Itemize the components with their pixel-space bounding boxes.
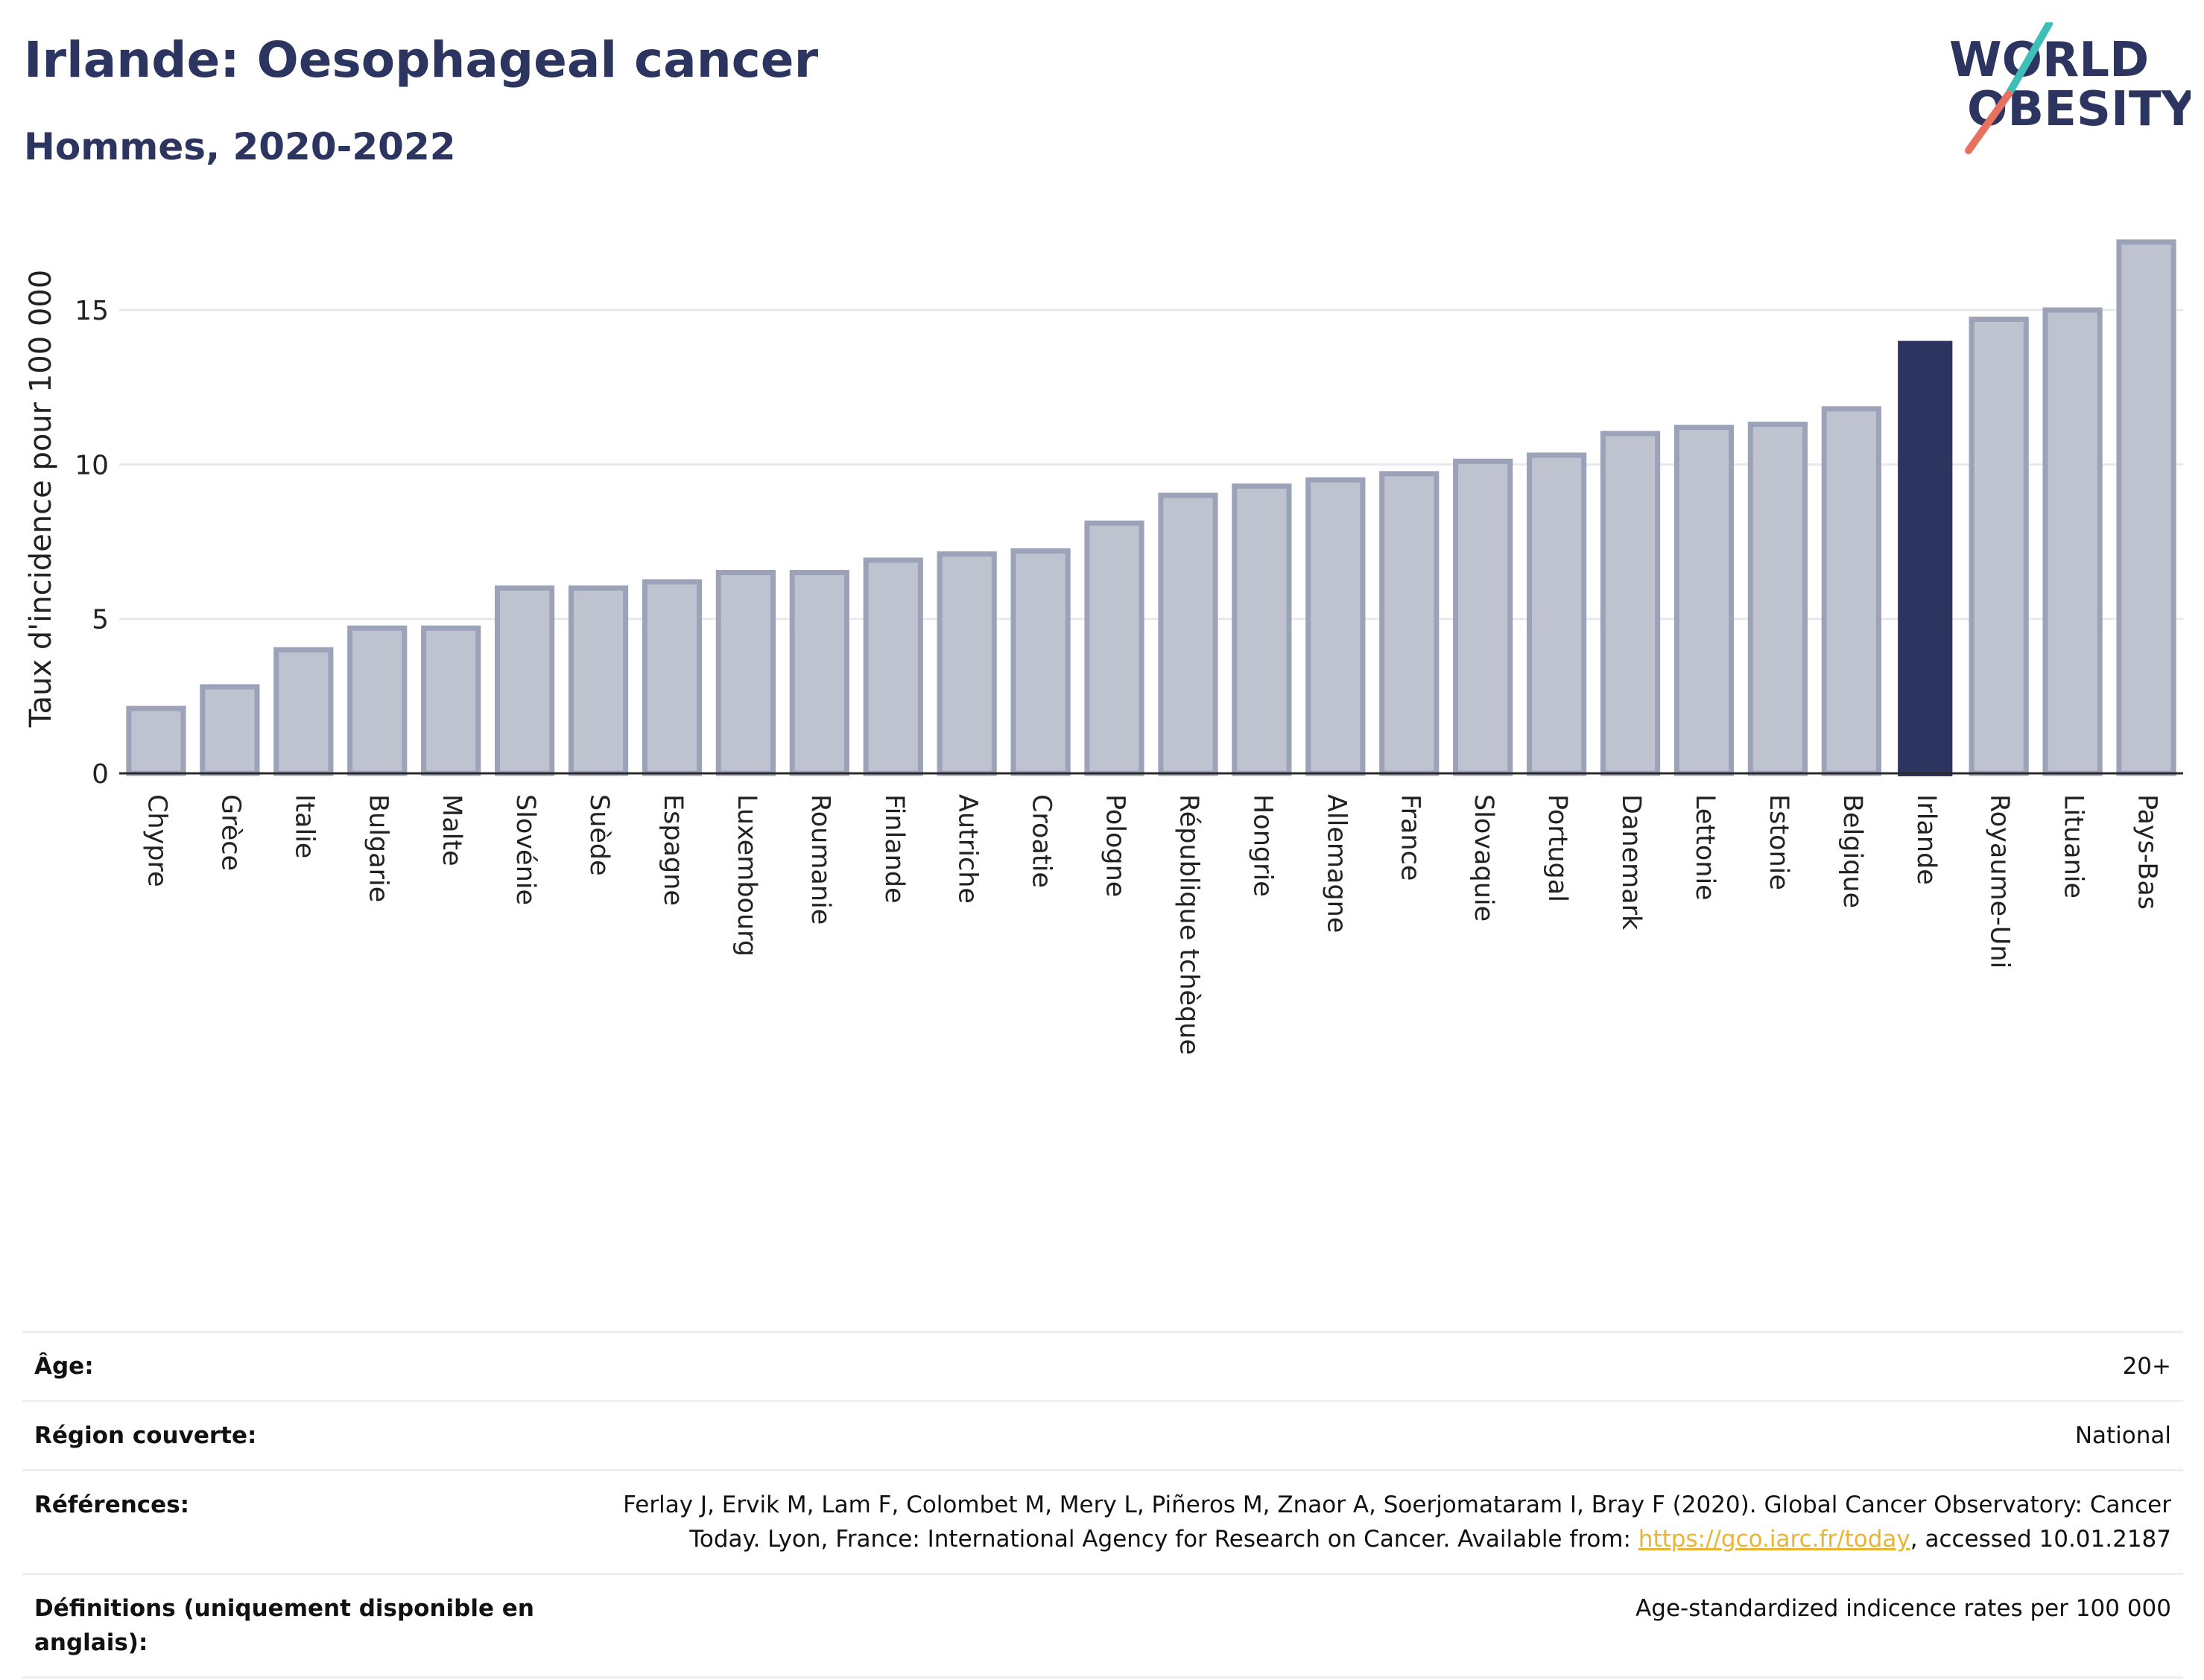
- y-tick-label: 0: [92, 759, 109, 790]
- bar-lettonie: [1673, 425, 1735, 776]
- bar-suède: [568, 585, 629, 776]
- age-label: Âge:: [34, 1353, 94, 1380]
- x-tick-label: Belgique: [1837, 794, 1867, 908]
- x-tick-label: Pologne: [1101, 794, 1130, 897]
- x-tick-label: République tchèque: [1174, 794, 1203, 1055]
- chart-title: Irlande: Oesophageal cancer: [24, 31, 819, 89]
- bar-chypre: [126, 706, 186, 776]
- x-tick-label: France: [1395, 794, 1425, 881]
- x-tick-label: Lituanie: [2059, 794, 2089, 898]
- bar-luxembourg: [715, 570, 776, 776]
- x-tick-label: Pays-Bas: [2132, 794, 2162, 910]
- bar-slovénie: [495, 585, 555, 776]
- definitions-label-2: anglais):: [34, 1629, 148, 1656]
- y-tick-label: 15: [75, 296, 109, 326]
- region-label: Région couverte:: [34, 1422, 257, 1449]
- x-tick-label: Slovénie: [510, 794, 540, 905]
- definitions-label-1: Définitions (uniquement disponible en: [34, 1595, 534, 1622]
- x-tick-label: Suède: [584, 794, 614, 876]
- bar-république-tchèque: [1158, 492, 1218, 776]
- definitions-value: Age-standardized indicence rates per 100…: [1635, 1595, 2171, 1622]
- bar-finlande: [863, 557, 923, 776]
- bar-chart: 0 5 10 15 Chypre Grèce Italie Bulgarie Malte Slo…: [24, 239, 2183, 1055]
- references-label: Références:: [34, 1492, 190, 1518]
- bar-roumanie: [789, 570, 849, 776]
- x-tick-label: Chypre: [142, 794, 171, 887]
- x-tick-label: Croatie: [1027, 794, 1057, 888]
- bar-croatie: [1010, 548, 1071, 776]
- world-obesity-logo: WORLD OBESITY: [1949, 22, 2191, 154]
- meta-row-age: Âge: 20+: [22, 1331, 2183, 1401]
- y-tick-label: 5: [92, 605, 109, 635]
- bar-portugal: [1527, 452, 1587, 776]
- x-tick-label: Allemagne: [1321, 794, 1351, 933]
- x-tick-label: Autriche: [953, 794, 983, 904]
- bars: [126, 239, 2176, 777]
- bar-estonie: [1747, 421, 1808, 776]
- x-tick-label: Hongrie: [1247, 794, 1277, 897]
- logo-slash-coral: [1965, 90, 2013, 154]
- metadata-table: Âge: 20+ Région couverte: National Référ…: [22, 1331, 2183, 1679]
- x-tick-label: Royaume-Uni: [1985, 794, 2015, 969]
- x-tick-label: Portugal: [1542, 794, 1572, 902]
- meta-row-region: Région couverte: National: [22, 1401, 2183, 1471]
- age-value: 20+: [2122, 1353, 2171, 1380]
- bar-pologne: [1084, 520, 1144, 776]
- bar-belgique: [1821, 406, 1881, 776]
- x-tick-label: Malte: [437, 794, 466, 866]
- bar-lituanie: [2042, 307, 2103, 776]
- bar-autriche: [937, 551, 997, 776]
- region-value: National: [2074, 1422, 2171, 1449]
- logo-slash-teal: [2005, 22, 2053, 98]
- references-link[interactable]: https://gco.iarc.fr/today: [1638, 1526, 1910, 1553]
- x-tick-label: Danemark: [1616, 794, 1646, 931]
- y-tick-labels: 0 5 10 15: [75, 296, 109, 790]
- bar-espagne: [642, 579, 703, 776]
- x-tick-label: Bulgarie: [363, 794, 393, 902]
- bar-allemagne: [1305, 477, 1366, 776]
- bar-france: [1379, 471, 1440, 776]
- bar-irlande: [1898, 340, 1953, 777]
- meta-row-references: Références: Ferlay J, Ervik M, Lam F, Co…: [22, 1470, 2183, 1574]
- x-tick-label: Espagne: [658, 794, 688, 906]
- bar-malte: [421, 625, 481, 776]
- x-tick-label: Estonie: [1764, 794, 1793, 890]
- logo-line1: WORLD: [1949, 33, 2149, 88]
- x-tick-label: Grèce: [215, 794, 245, 871]
- references-text-1: Ferlay J, Ervik M, Lam F, Colombet M, Me…: [623, 1492, 2171, 1518]
- y-axis-title: Taux d'incidence pour 100 000: [24, 270, 58, 728]
- x-tick-label: Lettonie: [1690, 794, 1720, 901]
- x-tick-label: Italie: [289, 794, 319, 858]
- x-tick-label: Irlande: [1911, 794, 1941, 885]
- references-text-2: Today. Lyon, France: International Agenc…: [689, 1526, 1638, 1553]
- x-tick-label: Luxembourg: [732, 794, 761, 957]
- bar-pays-bas: [2116, 239, 2176, 776]
- bar-royaume-uni: [1969, 317, 2029, 776]
- bar-slovaquie: [1453, 458, 1513, 776]
- logo-line2: OBESITY: [1967, 82, 2191, 137]
- x-tick-label: Slovaquie: [1469, 794, 1498, 922]
- references-text-3: , accessed 10.01.2187: [1910, 1526, 2171, 1553]
- definitions-label: Définitions (uniquement disponible en an…: [22, 1574, 568, 1678]
- bar-bulgarie: [347, 625, 408, 776]
- bar-hongrie: [1232, 483, 1292, 776]
- meta-row-definitions: Définitions (uniquement disponible en an…: [22, 1573, 2183, 1678]
- references-value: Ferlay J, Ervik M, Lam F, Colombet M, Me…: [568, 1471, 2183, 1574]
- x-tick-labels: Chypre Grèce Italie Bulgarie Malte Slovénie Su…: [142, 794, 2162, 1055]
- chart-subtitle: Hommes, 2020-2022: [24, 125, 456, 168]
- y-tick-label: 10: [75, 450, 109, 481]
- bar-danemark: [1600, 431, 1661, 776]
- bar-grèce: [200, 684, 260, 776]
- x-tick-label: Finlande: [879, 794, 909, 904]
- x-tick-label: Roumanie: [805, 794, 835, 925]
- bar-italie: [273, 647, 334, 776]
